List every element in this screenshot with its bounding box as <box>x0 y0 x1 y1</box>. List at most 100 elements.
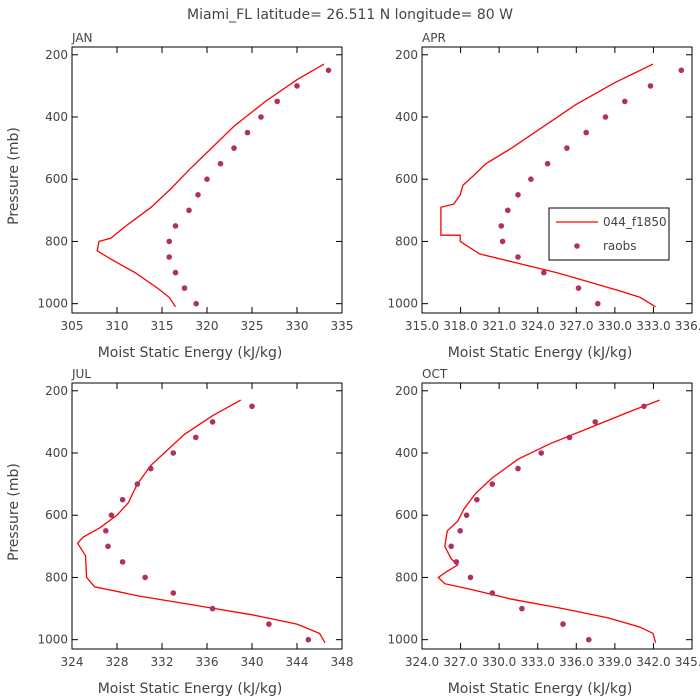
raobs-point <box>566 434 573 441</box>
raobs-point <box>498 223 505 229</box>
raobs-point <box>474 496 480 503</box>
raobs-point <box>209 419 216 425</box>
raobs-point <box>249 403 255 410</box>
raobs-point <box>305 636 312 643</box>
raobs-point <box>170 450 177 456</box>
y-tick-label: 400 <box>395 110 418 124</box>
figure-title: Miami_FL latitude= 26.511 N longitude= 8… <box>187 7 513 23</box>
raobs-point <box>294 83 300 89</box>
y-tick-label: 800 <box>45 570 68 584</box>
axes-frame <box>421 46 693 314</box>
y-tick-label: 800 <box>395 570 418 584</box>
raobs-point <box>541 269 547 276</box>
panel-month-label: OCT <box>422 367 448 381</box>
raobs-point <box>266 621 272 627</box>
y-tick-label: 1000 <box>387 633 418 647</box>
legend-marker-swatch <box>574 243 580 249</box>
x-tick-label: 333.0 <box>521 655 555 669</box>
x-tick-label: 333.0 <box>636 319 670 333</box>
x-tick-label: 348 <box>331 655 354 669</box>
x-tick-label: 315.0 <box>405 319 439 333</box>
raobs-point <box>325 67 332 74</box>
y-tick-label: 1000 <box>387 297 418 311</box>
raobs-point <box>647 83 654 89</box>
x-tick-label: 330.0 <box>598 319 632 333</box>
x-tick-label: 336 <box>196 655 219 669</box>
panel-month-label: JAN <box>71 31 93 45</box>
model-profile-line <box>437 399 660 643</box>
model-profile-line <box>96 63 325 308</box>
legend-label-obs: raobs <box>603 239 637 253</box>
panel-jul: JUL 324 328 332 336 340 344 348 200 400 600 800 100… <box>6 367 353 697</box>
raobs-point <box>217 160 224 167</box>
raobs-point <box>641 403 647 410</box>
x-axis-label: Moist Static Energy (kJ/kg) <box>448 345 633 361</box>
raobs-point <box>448 543 455 550</box>
x-axis-label: Moist Static Energy (kJ/kg) <box>98 681 283 697</box>
raobs-point <box>515 465 521 472</box>
raobs-point <box>560 621 566 627</box>
y-tick-label: 600 <box>45 508 68 522</box>
x-tick-label: 320 <box>196 319 219 333</box>
legend: 044_f1850 raobs <box>548 207 670 261</box>
y-tick-label: 400 <box>45 110 68 124</box>
raobs-point <box>595 300 601 307</box>
x-tick-label: 342.0 <box>636 655 670 669</box>
raobs-point <box>148 465 154 472</box>
x-tick-label: 345.0 <box>675 655 700 669</box>
raobs-point <box>186 207 192 214</box>
raobs-point <box>166 238 172 245</box>
raobs-point <box>204 176 210 182</box>
raobs-point <box>119 559 126 565</box>
panel-month-label: JUL <box>71 367 91 381</box>
x-tick-label: 327.0 <box>443 655 477 669</box>
raobs-point <box>583 129 589 136</box>
model-profile-line <box>440 63 656 308</box>
raobs-point <box>575 285 582 291</box>
raobs-point <box>105 543 111 550</box>
raobs-point <box>181 285 188 291</box>
x-tick-label: 324.0 <box>405 655 439 669</box>
raobs-point <box>170 590 177 596</box>
raobs-point <box>274 98 281 105</box>
raobs-point <box>193 434 199 441</box>
raobs-point <box>172 269 179 276</box>
raobs-point <box>592 419 598 425</box>
x-tick-label: 324 <box>61 655 84 669</box>
x-tick-label: 318.0 <box>443 319 477 333</box>
y-tick-label: 600 <box>395 508 418 522</box>
raobs-point <box>564 145 570 151</box>
raobs-point <box>505 207 511 214</box>
x-tick-label: 330 <box>286 319 309 333</box>
y-tick-label: 800 <box>395 234 418 248</box>
raobs-point <box>467 574 474 581</box>
raobs-point <box>602 114 609 120</box>
y-tick-label: 800 <box>45 234 68 248</box>
x-tick-label: 321.0 <box>482 319 516 333</box>
y-tick-label: 200 <box>45 48 68 62</box>
axes-frame <box>421 382 693 650</box>
y-tick-label: 200 <box>45 384 68 398</box>
raobs-point <box>538 450 544 456</box>
y-tick-label: 200 <box>395 48 418 62</box>
x-tick-label: 324.0 <box>521 319 555 333</box>
x-tick-label: 339.0 <box>598 655 632 669</box>
raobs-point <box>195 192 201 198</box>
x-tick-label: 335 <box>331 319 354 333</box>
x-tick-label: 344 <box>286 655 309 669</box>
y-tick-label: 600 <box>45 172 68 186</box>
panel-jan: JAN 305 310 315 320 325 330 335 200 400 600 800 100… <box>6 31 353 361</box>
panel-month-label: APR <box>422 31 446 45</box>
raobs-point <box>134 481 141 487</box>
panel-oct: OCT 324.0 327.0 330.0 333.0 336.0 339.0 342.0 3… <box>387 367 700 697</box>
raobs-point <box>586 636 592 643</box>
x-tick-label: 330.0 <box>482 655 516 669</box>
y-tick-label: 400 <box>45 446 68 460</box>
y-tick-label: 400 <box>395 446 418 460</box>
raobs-point <box>258 114 264 120</box>
raobs-point <box>519 605 525 612</box>
raobs-point <box>515 192 521 198</box>
raobs-point <box>108 512 115 518</box>
raobs-point <box>544 160 551 167</box>
